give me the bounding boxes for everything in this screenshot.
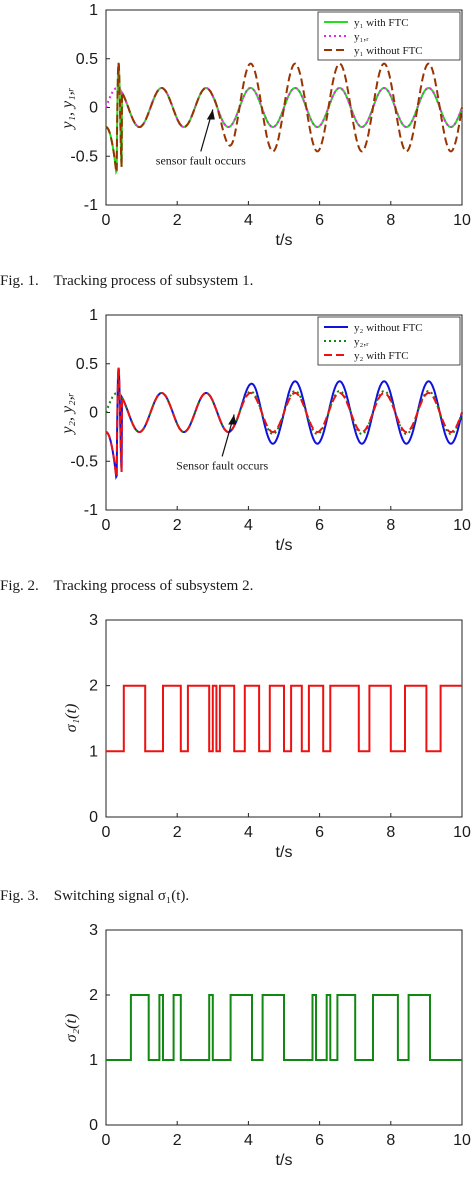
y-tick-label: 0.5 xyxy=(76,51,98,68)
figure-caption: Fig. 1. Tracking process of subsystem 1. xyxy=(0,273,253,289)
legend-label: y₁ without FTC xyxy=(354,45,423,57)
legend-label: y₂,ᵣ xyxy=(354,336,369,348)
x-tick-label: 10 xyxy=(453,824,471,841)
figure-caption: Fig. 2. Tracking process of subsystem 2. xyxy=(0,578,253,594)
series-line-2 xyxy=(105,62,463,176)
y-tick-label: 1 xyxy=(89,2,98,19)
y-axis-label: σ₂(t) xyxy=(63,1014,80,1043)
legend-box xyxy=(317,11,461,61)
legend-box xyxy=(317,316,461,366)
y-tick-label: -1 xyxy=(84,502,98,519)
x-tick-label: 6 xyxy=(315,212,324,229)
x-tick-label: 6 xyxy=(315,1132,324,1149)
y-tick-label: 1 xyxy=(89,743,98,760)
x-axis-label: t/s xyxy=(276,232,293,249)
figure-caption: Fig. 3. Switching signal σ₁(t). xyxy=(0,888,189,904)
x-tick-label: 4 xyxy=(244,824,253,841)
series-line-1 xyxy=(105,87,463,128)
plot-frame xyxy=(105,619,463,818)
series-lines xyxy=(106,994,462,1061)
axis-ticks: 0 2 4 6 8 10 -1 -0.5 0 0.5 1 xyxy=(70,307,471,534)
annotation-arrowhead xyxy=(228,414,237,425)
y-tick-label: 1 xyxy=(89,1052,98,1069)
legend-label: y₁,ᵣ xyxy=(354,31,369,43)
series-line-2 xyxy=(105,367,463,481)
axis-ticks: 0 2 4 6 8 10 0 1 2 3 xyxy=(89,612,471,841)
x-axis-label: t/s xyxy=(276,537,293,554)
series-lines: sensor fault occurs xyxy=(105,62,463,176)
series-line-0 xyxy=(105,367,463,481)
y-tick-label: 0 xyxy=(89,809,98,826)
y-axis-label: y₂, y₂,ᵣ xyxy=(59,392,76,435)
x-axis-label: t/s xyxy=(276,844,293,861)
y-tick-label: 3 xyxy=(89,922,98,939)
legend-label: y₂ with FTC xyxy=(354,350,409,362)
step-signal-line xyxy=(106,994,462,1061)
x-tick-label: 8 xyxy=(386,1132,395,1149)
x-tick-label: 8 xyxy=(386,824,395,841)
x-tick-label: 10 xyxy=(453,517,471,534)
legend: y₁ with FTC y₁,ᵣ y₁ without FTC xyxy=(317,11,461,61)
annotation-arrowhead xyxy=(206,109,215,120)
x-tick-label: 2 xyxy=(173,517,182,534)
y-tick-label: -0.5 xyxy=(70,453,98,470)
chart-tracking-subsystem-2: 0 2 4 6 8 10 -1 -0.5 0 0.5 1 Sensor fault occurs y… xyxy=(0,307,471,594)
axis-ticks: 0 2 4 6 8 10 0 1 2 3 xyxy=(89,922,471,1149)
y-tick-label: -0.5 xyxy=(70,148,98,165)
y-tick-label: 0 xyxy=(89,100,98,117)
series-lines xyxy=(106,684,462,753)
x-tick-label: 0 xyxy=(102,824,111,841)
plot-frame xyxy=(105,929,463,1126)
x-tick-label: 10 xyxy=(453,212,471,229)
annotation-text: sensor fault occurs xyxy=(156,153,246,167)
chart-tracking-subsystem-1: 0 2 4 6 8 10 -1 -0.5 0 0.5 1 sensor fault occurs y… xyxy=(0,2,471,289)
y-tick-label: 2 xyxy=(89,678,98,695)
y-tick-label: 3 xyxy=(89,612,98,629)
y-tick-label: 0.5 xyxy=(76,356,98,373)
series-lines: Sensor fault occurs xyxy=(105,367,463,481)
x-tick-label: 4 xyxy=(244,517,253,534)
y-tick-label: 0 xyxy=(89,1117,98,1134)
x-axis-label: t/s xyxy=(276,1152,293,1169)
y-tick-label: 1 xyxy=(89,307,98,324)
x-tick-label: 0 xyxy=(102,517,111,534)
step-signal-line xyxy=(106,684,462,753)
x-tick-label: 0 xyxy=(102,1132,111,1149)
chart-switching-signal-2: 0 2 4 6 8 10 0 1 2 3 t/s σ₂(t) xyxy=(63,922,471,1169)
x-tick-label: 2 xyxy=(173,1132,182,1149)
axis-ticks: 0 2 4 6 8 10 -1 -0.5 0 0.5 1 xyxy=(70,2,471,229)
legend-label: y₁ with FTC xyxy=(354,17,409,29)
x-tick-label: 6 xyxy=(315,824,324,841)
legend-label: y₂ without FTC xyxy=(354,322,423,334)
x-tick-label: 6 xyxy=(315,517,324,534)
y-axis-label: σ₁(t) xyxy=(63,704,80,733)
x-tick-label: 0 xyxy=(102,212,111,229)
y-tick-label: 2 xyxy=(89,987,98,1004)
legend: y₂ without FTC y₂,ᵣ y₂ with FTC xyxy=(317,316,461,366)
y-axis-label: y₁, y₁,ᵣ xyxy=(59,87,76,130)
x-tick-label: 4 xyxy=(244,1132,253,1149)
y-tick-label: 0 xyxy=(89,405,98,422)
x-tick-label: 2 xyxy=(173,824,182,841)
x-tick-label: 4 xyxy=(244,212,253,229)
x-tick-label: 8 xyxy=(386,517,395,534)
chart-switching-signal-1: 0 2 4 6 8 10 0 1 2 3 t/s σ₁(t) Fig. 3. Switching … xyxy=(0,612,471,904)
x-tick-label: 2 xyxy=(173,212,182,229)
y-tick-label: -1 xyxy=(84,197,98,214)
x-tick-label: 8 xyxy=(386,212,395,229)
x-tick-label: 10 xyxy=(453,1132,471,1149)
annotation-text: Sensor fault occurs xyxy=(176,458,268,472)
